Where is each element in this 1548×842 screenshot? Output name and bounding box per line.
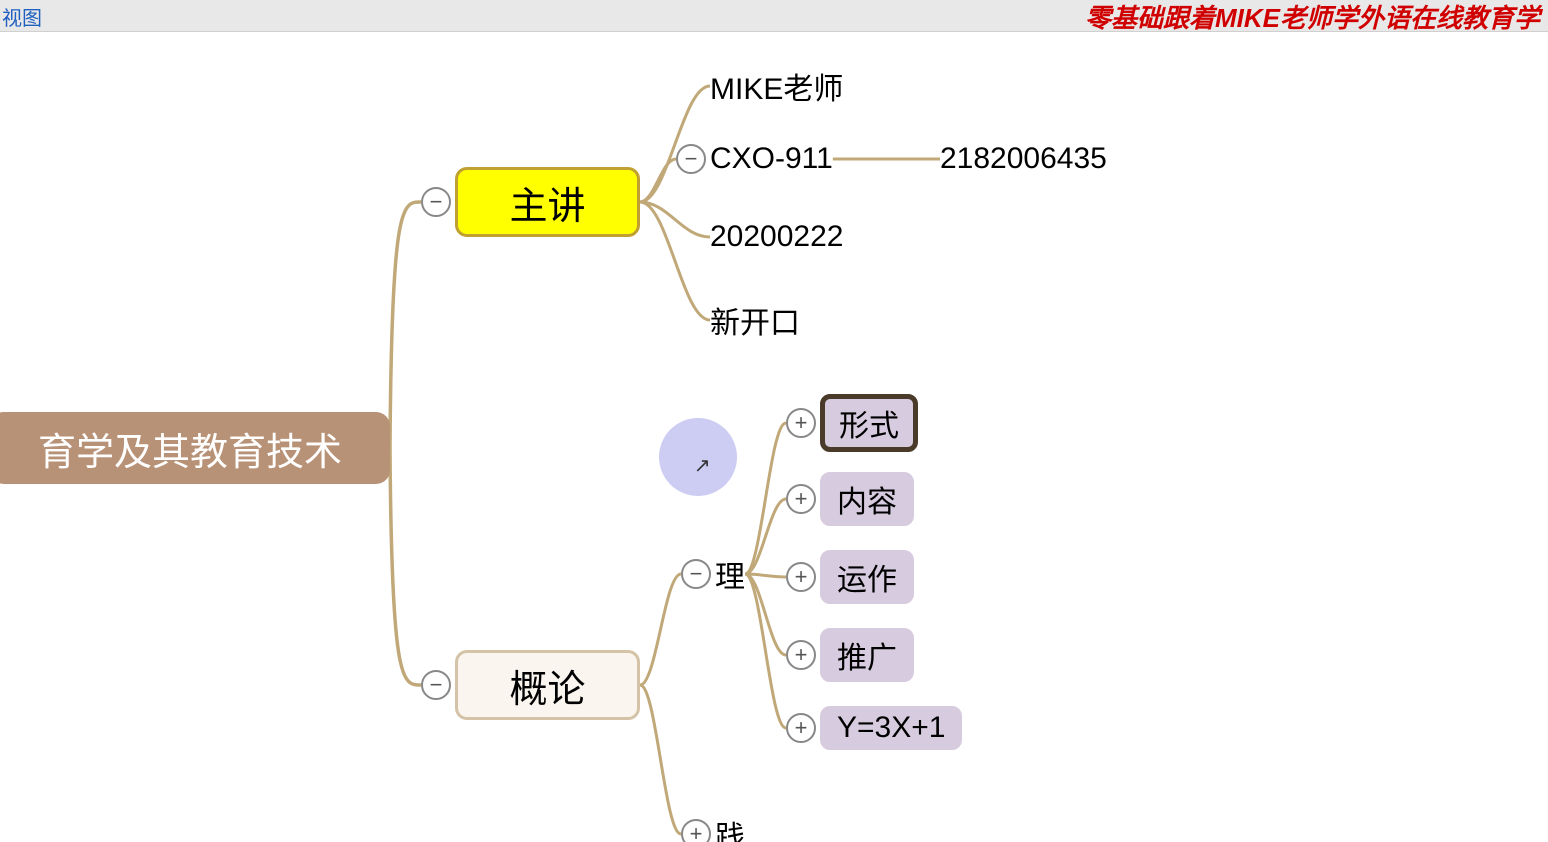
node-formula[interactable]: Y=3X+1 xyxy=(820,706,962,750)
mindmap-canvas[interactable]: 育学及其教育技术 主讲概论 MIKE老师 CXO-911 20200222 新开口 2182… xyxy=(0,32,1548,842)
edge xyxy=(390,202,421,448)
edge xyxy=(745,574,786,577)
edge xyxy=(640,202,710,237)
collapse-icon[interactable]: − xyxy=(421,187,451,217)
banner-title: 零基础跟着MIKE老师学外语在线教育学 xyxy=(1085,0,1540,35)
edge xyxy=(390,448,421,685)
topbar: 视图 零基础跟着MIKE老师学外语在线教育学 xyxy=(0,0,1548,32)
expand-icon[interactable]: + xyxy=(681,819,711,842)
node-mike[interactable]: MIKE老师 xyxy=(710,64,843,108)
edge xyxy=(745,574,786,728)
collapse-icon[interactable]: − xyxy=(676,144,706,174)
expand-icon[interactable]: + xyxy=(786,640,816,670)
expand-icon[interactable]: + xyxy=(786,713,816,743)
node-zhujang[interactable]: 主讲 xyxy=(455,167,640,237)
edge xyxy=(745,423,786,574)
collapse-icon[interactable]: − xyxy=(681,559,711,589)
cursor-icon: ↖ xyxy=(694,453,711,478)
edge xyxy=(640,685,681,834)
menu-view[interactable]: 视图 xyxy=(2,2,42,31)
node-jian[interactable]: 践 xyxy=(715,812,745,842)
node-cxo[interactable]: CXO-911 xyxy=(710,142,833,176)
node-root[interactable]: 育学及其教育技术 xyxy=(0,412,390,484)
node-tuiguang[interactable]: 推广 xyxy=(820,628,914,682)
node-phone[interactable]: 2182006435 xyxy=(940,142,1107,176)
expand-icon[interactable]: + xyxy=(786,408,816,438)
expand-icon[interactable]: + xyxy=(786,484,816,514)
node-date[interactable]: 20200222 xyxy=(710,220,843,254)
node-xinkou[interactable]: 新开口 xyxy=(710,298,800,342)
expand-icon[interactable]: + xyxy=(786,562,816,592)
edge xyxy=(640,86,710,202)
node-gailun[interactable]: 概论 xyxy=(455,650,640,720)
edge xyxy=(745,574,786,655)
edge xyxy=(640,574,681,685)
node-li[interactable]: 理 xyxy=(715,552,745,596)
node-xingshi[interactable]: 形式 xyxy=(820,394,918,452)
edge xyxy=(640,159,676,202)
node-neirong[interactable]: 内容 xyxy=(820,472,914,526)
node-yunzuo[interactable]: 运作 xyxy=(820,550,914,604)
collapse-icon[interactable]: − xyxy=(421,670,451,700)
edge xyxy=(640,202,710,320)
edge xyxy=(745,499,786,574)
